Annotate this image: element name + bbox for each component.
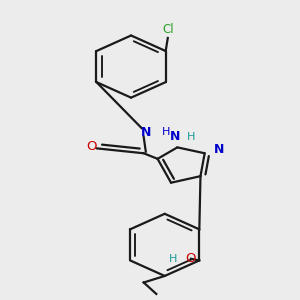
Text: N: N	[141, 125, 151, 139]
Text: N: N	[214, 143, 224, 157]
Text: N: N	[170, 130, 180, 143]
Text: Cl: Cl	[162, 23, 174, 36]
Text: H: H	[187, 132, 195, 142]
Text: H: H	[162, 127, 170, 137]
Text: H: H	[169, 254, 177, 264]
Text: O: O	[185, 252, 196, 265]
Text: O: O	[86, 140, 96, 153]
